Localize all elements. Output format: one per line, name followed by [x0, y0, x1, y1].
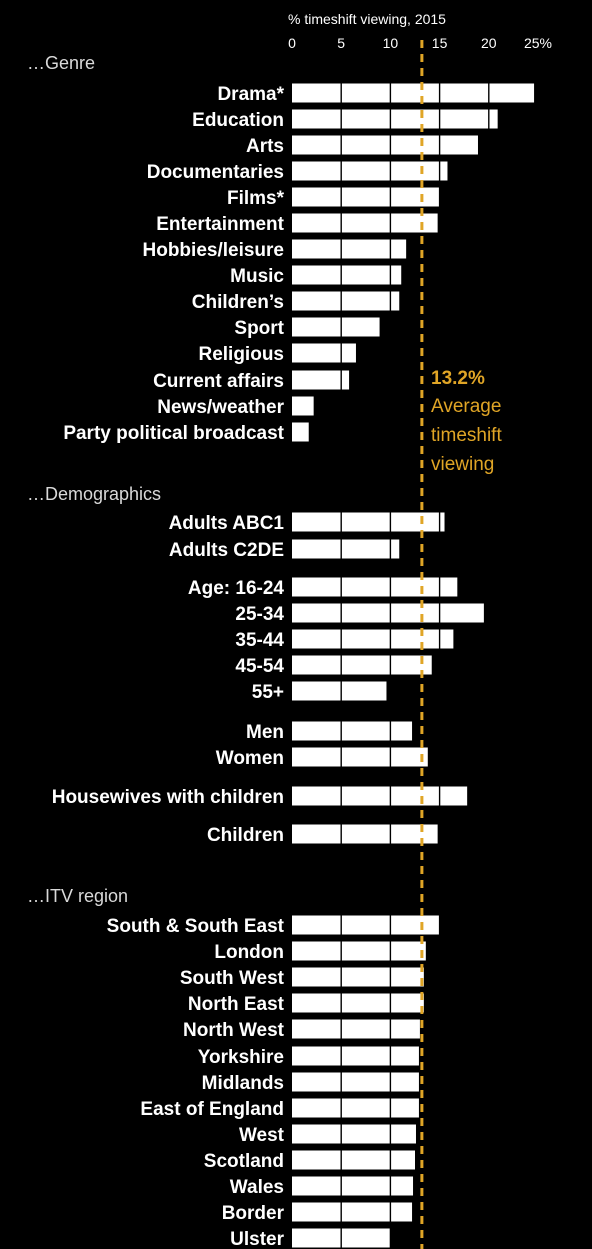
category-label: East of England [140, 1099, 284, 1120]
average-annotation-line: Average [431, 396, 501, 417]
category-label: Men [246, 722, 284, 743]
bar [292, 941, 426, 961]
category-label: Music [230, 266, 284, 287]
bar [292, 824, 438, 844]
bar [292, 1176, 414, 1196]
category-label: Party political broadcast [63, 423, 284, 444]
tick-label: 25% [524, 35, 552, 51]
bar [292, 422, 309, 442]
tick-label: 15 [432, 35, 448, 51]
bar [292, 396, 314, 416]
bar [292, 213, 438, 233]
section-label: …ITV region [27, 886, 128, 906]
tick-label: 0 [288, 35, 296, 51]
bars [292, 83, 535, 1248]
category-label: Arts [246, 136, 284, 157]
category-label: Yorkshire [198, 1047, 284, 1068]
bar [292, 1019, 420, 1039]
category-label: Films* [227, 188, 285, 209]
bar [292, 577, 458, 597]
category-label: South & South East [107, 916, 285, 937]
category-label: Border [222, 1203, 285, 1224]
category-label: Adults C2DE [169, 540, 284, 561]
bar [292, 993, 424, 1013]
category-labels: Drama* Education Arts Documentaries Films* En… [52, 84, 285, 1249]
category-label: News/weather [157, 397, 284, 418]
tick-label: 10 [383, 35, 399, 51]
category-label: Children’s [192, 292, 284, 313]
bar [292, 265, 402, 285]
average-annotation-line: timeshift [431, 425, 502, 446]
bar [292, 603, 484, 623]
bar [292, 83, 535, 103]
gridlines [340, 81, 490, 1249]
bar [292, 187, 440, 207]
bar [292, 291, 400, 311]
category-label: Hobbies/leisure [143, 240, 285, 261]
section-label: …Genre [27, 53, 95, 73]
category-label: Education [192, 110, 284, 131]
average-value-label: 13.2% [431, 368, 485, 389]
category-label: Religious [198, 344, 284, 365]
bar [292, 721, 413, 741]
category-label: Scotland [204, 1151, 284, 1172]
section-label: …Demographics [27, 484, 161, 504]
category-label: Children [207, 825, 284, 846]
category-label: Drama* [217, 84, 284, 105]
section-labels: …Genre …Demographics …ITV region [27, 53, 161, 906]
bar [292, 1098, 419, 1118]
bar [292, 1150, 415, 1170]
bar [292, 967, 424, 987]
bar [292, 317, 380, 337]
average-annotation-line: viewing [431, 454, 494, 475]
category-label: Midlands [202, 1073, 284, 1094]
bar [292, 512, 445, 532]
category-label: Documentaries [147, 162, 284, 183]
category-label: 55+ [252, 682, 284, 703]
bar [292, 539, 400, 559]
bar [292, 681, 387, 701]
category-label: Ulster [230, 1229, 284, 1249]
category-label: Wales [230, 1177, 284, 1198]
average-reference: 13.2% Average timeshift viewing [420, 40, 502, 1249]
category-label: North West [183, 1020, 285, 1041]
category-label: Current affairs [153, 371, 284, 392]
bar [292, 1072, 419, 1092]
bar [292, 109, 498, 129]
category-label: Adults ABC1 [169, 513, 285, 534]
tick-label: 20 [481, 35, 497, 51]
bar [292, 655, 432, 675]
category-label: Age: 16-24 [188, 578, 285, 599]
bar [292, 786, 468, 806]
category-label: North East [188, 994, 285, 1015]
category-label: 35-44 [235, 630, 284, 651]
bar [292, 629, 454, 649]
bar [292, 239, 407, 259]
tick-label: 5 [337, 35, 345, 51]
bar [292, 1202, 413, 1222]
category-label: Women [216, 748, 284, 769]
category-label: 25-34 [235, 604, 284, 625]
bar [292, 747, 428, 767]
category-label: Sport [234, 318, 284, 339]
bar [292, 161, 448, 181]
bar [292, 915, 440, 935]
bar [292, 343, 356, 363]
category-label: London [214, 942, 284, 963]
x-axis-ticks: 0 5 10 15 20 25% [288, 35, 552, 51]
bar [292, 370, 350, 390]
bar [292, 1046, 419, 1066]
category-label: Housewives with children [52, 787, 284, 808]
bar [292, 1124, 416, 1144]
bar [292, 135, 478, 155]
axis-title: % timeshift viewing, 2015 [288, 11, 446, 27]
category-label: Entertainment [156, 214, 284, 235]
category-label: South West [180, 968, 285, 989]
category-label: 45-54 [235, 656, 284, 677]
category-label: West [239, 1125, 285, 1146]
